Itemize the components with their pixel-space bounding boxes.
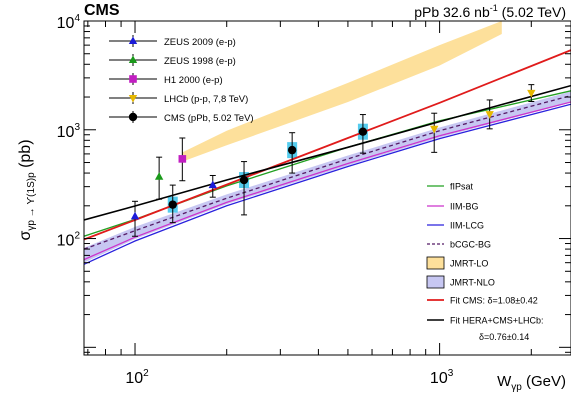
series-cms-ppb-5-02-tev <box>168 114 368 224</box>
experiment-label: CMS <box>84 2 120 19</box>
y-axis-label-unit: (pb) <box>17 139 34 172</box>
legend-swatch <box>426 256 445 270</box>
y-axis-label-main: σ <box>17 231 34 241</box>
legend-item-h1-2000-e-p: H1 2000 (e-p) <box>109 73 223 86</box>
tick-exponent: 4 <box>74 13 80 24</box>
legend-item-lhcb-p-p-7-8-tev: LHCb (p-p, 7,8 TeV) <box>109 92 248 105</box>
legend-label: JMRT-NLO <box>450 278 495 288</box>
legend-label: fIPsat <box>450 182 474 192</box>
series-lhcb-p-p-7-8-tev <box>430 84 536 153</box>
curve-bcgc-bg <box>84 94 571 250</box>
series-zeus-1998-e-p <box>154 156 164 200</box>
legend-item-iim-bg: IIM-BG <box>427 202 479 212</box>
band-jmrt-nlo <box>84 91 571 263</box>
y-axis-label-sub: γp → ϒ(1S)p <box>26 172 37 231</box>
tick-exponent: 2 <box>143 368 149 379</box>
legend-label: bCGC-BG <box>450 240 491 250</box>
y-tick-label-1: 103 <box>57 122 81 141</box>
legend-marker <box>128 55 138 64</box>
legend-item-fipsat: fIPsat <box>427 182 474 192</box>
legend-item-jmrt-nlo: JMRT-NLO <box>426 275 495 289</box>
data-point-zeus-2009-e-p-1 <box>208 180 217 189</box>
data-point-cms-ppb-5-02-tev-2 <box>287 145 297 155</box>
curve-fit-cms-1-08-0-42 <box>84 49 571 241</box>
legend-marker <box>128 94 138 103</box>
curve-iim-lcg <box>84 103 571 265</box>
legend-label: Fit HERA+CMS+LHCb: <box>450 316 544 326</box>
x-axis-label-main: W <box>497 373 512 390</box>
legend-label: ZEUS 1998 (e-p) <box>164 56 236 67</box>
series-zeus-2009-e-p <box>130 174 217 237</box>
legend-item-bcgc-bg: bCGC-BG <box>427 240 491 250</box>
lumi-energy-label: pPb 32.6 nb-1 (5.02 TeV) <box>414 3 566 20</box>
tick-base: 10 <box>430 370 448 387</box>
legend-label: H1 2000 (e-p) <box>164 75 223 86</box>
tick-base: 10 <box>125 370 143 387</box>
legend-label-line2: δ=0.76±0.14 <box>479 332 529 342</box>
x-tick-label-0: 102 <box>125 368 149 387</box>
curve-iim-bg <box>84 101 571 261</box>
tick-base: 10 <box>57 124 75 141</box>
legend-label: IIM-BG <box>450 202 479 212</box>
legend-marker <box>128 112 138 122</box>
data-point-h1-2000-e-p-0 <box>178 155 187 163</box>
lumi-label: pPb 32.6 nb <box>414 4 490 20</box>
legend-label: CMS (pPb, 5.02 TeV) <box>164 113 254 124</box>
y-axis-label: σγp → ϒ(1S)p (pb) <box>17 139 37 240</box>
data-point-cms-ppb-5-02-tev-1 <box>239 175 249 185</box>
legend-label: LHCb (p-p, 7,8 TeV) <box>164 94 248 105</box>
tick-exponent: 2 <box>74 231 80 242</box>
data-point-zeus-2009-e-p-0 <box>130 211 140 220</box>
tick-exponent: 3 <box>74 122 80 133</box>
x-axis-label-sub: γp <box>511 382 522 393</box>
data-point-cms-ppb-5-02-tev-0 <box>168 200 177 209</box>
data-point-lhcb-p-p-7-8-tev-0 <box>430 125 439 134</box>
y-tick-label-2: 104 <box>57 13 81 32</box>
legend-label: JMRT-LO <box>450 259 488 269</box>
legend-item-jmrt-lo: JMRT-LO <box>426 256 488 270</box>
curve-fit-hera-cms-lhcb <box>84 84 571 221</box>
x-axis-label-unit: (GeV) <box>522 373 566 390</box>
tick-base: 10 <box>57 15 75 32</box>
legend-item-iim-lcg: IIM-LCG <box>427 221 484 231</box>
legend-marker <box>129 75 137 83</box>
data-point-zeus-1998-e-p-0 <box>154 172 164 180</box>
lumi-superscript: -1 <box>490 3 498 13</box>
legend-item-fit-hera-cms-lhcb: Fit HERA+CMS+LHCb: δ=0.76±0.14 <box>427 316 544 342</box>
legend-item-fit-cms-1-08-0-42: Fit CMS: δ=1.08±0.42 <box>427 296 538 306</box>
x-tick-label-1: 103 <box>430 368 454 387</box>
legend-label: IIM-LCG <box>450 221 484 231</box>
legend-label: ZEUS 2009 (e-p) <box>164 37 236 48</box>
series-h1-2000-e-p <box>178 137 187 182</box>
x-axis-label: Wγp (GeV) <box>497 373 566 393</box>
legend-item-zeus-2009-e-p: ZEUS 2009 (e-p) <box>109 35 236 48</box>
tick-exponent: 3 <box>448 368 454 379</box>
y-tick-label-0: 102 <box>57 231 81 250</box>
data-point-lhcb-p-p-7-8-tev-1 <box>485 111 494 119</box>
legend-item-zeus-1998-e-p: ZEUS 1998 (e-p) <box>109 54 236 67</box>
legend-marker <box>128 36 138 45</box>
data-point-cms-ppb-5-02-tev-3 <box>358 127 368 136</box>
plot-frame <box>83 20 571 356</box>
legend-item-cms-ppb-5-02-tev: CMS (pPb, 5.02 TeV) <box>109 111 254 124</box>
energy-label: (5.02 TeV) <box>498 4 566 20</box>
legend-swatch <box>426 275 445 289</box>
data-point-lhcb-p-p-7-8-tev-2 <box>527 89 536 98</box>
legend-label: Fit CMS: δ=1.08±0.42 <box>450 296 538 306</box>
band-jmrt-lo <box>182 21 502 162</box>
tick-base: 10 <box>57 233 75 250</box>
